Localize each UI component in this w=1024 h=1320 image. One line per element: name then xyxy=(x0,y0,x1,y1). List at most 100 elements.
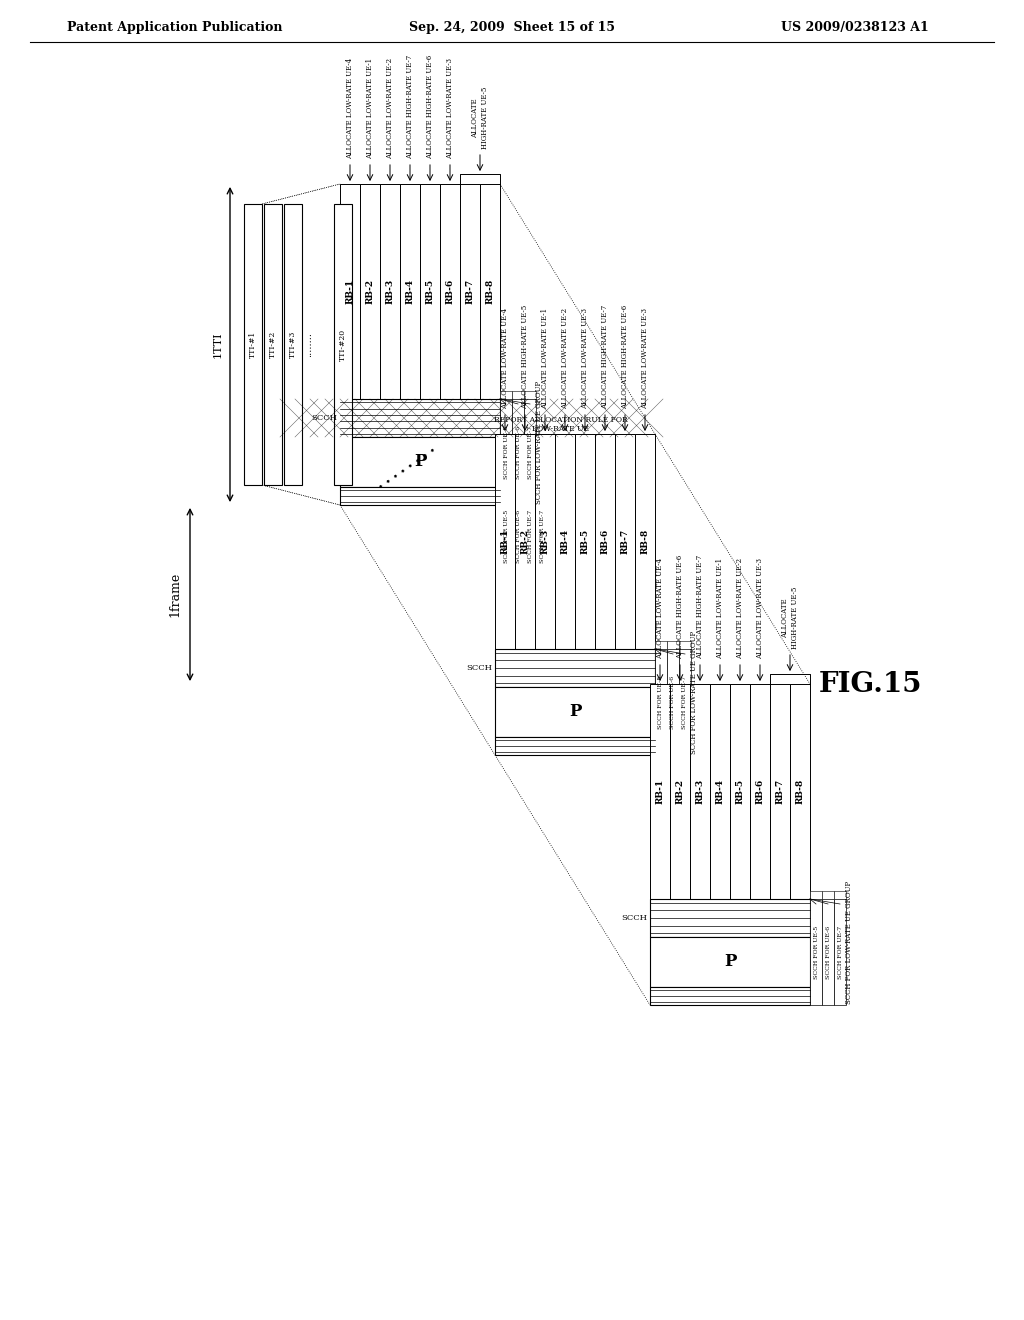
Text: TTI-#2: TTI-#2 xyxy=(269,331,278,358)
Text: RB-3: RB-3 xyxy=(695,779,705,804)
Text: RB-4: RB-4 xyxy=(406,279,415,304)
Bar xyxy=(575,434,595,649)
Text: 1frame: 1frame xyxy=(169,572,181,618)
Bar xyxy=(495,686,655,737)
Text: RB-7: RB-7 xyxy=(621,529,630,554)
Bar xyxy=(264,205,282,484)
Text: RB-1: RB-1 xyxy=(501,529,510,554)
Text: SCCH FOR UE-7: SCCH FOR UE-7 xyxy=(838,925,843,978)
Bar xyxy=(500,399,512,506)
Text: ALLOCATE LOW-RATE UE-3: ALLOCATE LOW-RATE UE-3 xyxy=(446,58,454,158)
Text: RB-1: RB-1 xyxy=(655,779,665,804)
Text: TTI-#3: TTI-#3 xyxy=(289,331,297,358)
Text: SCCH FOR UE-5: SCCH FOR UE-5 xyxy=(504,425,509,479)
Bar xyxy=(380,183,400,399)
Bar xyxy=(512,391,524,399)
Text: ALLOCATE LOW-RATE UE-3: ALLOCATE LOW-RATE UE-3 xyxy=(581,308,589,409)
Bar xyxy=(495,434,515,649)
Text: SCCH FOR LOW-RATE UE GROUP: SCCH FOR LOW-RATE UE GROUP xyxy=(535,380,543,503)
Bar xyxy=(615,434,635,649)
Bar xyxy=(340,437,500,487)
Text: ALLOCATE LOW-RATE UE-3: ALLOCATE LOW-RATE UE-3 xyxy=(641,308,649,409)
Bar xyxy=(555,434,575,649)
Bar xyxy=(822,891,834,899)
Text: RB-8: RB-8 xyxy=(485,279,495,304)
Text: RB-2: RB-2 xyxy=(520,529,529,554)
Bar xyxy=(340,183,360,399)
Text: SCCH FOR UE-6: SCCH FOR UE-6 xyxy=(825,925,830,978)
Bar xyxy=(284,205,302,484)
Bar xyxy=(340,399,500,437)
Bar xyxy=(679,649,691,755)
Text: RB-5: RB-5 xyxy=(735,779,744,804)
Text: REPORT ALLOCATION RULE FOR
LOW-RATE UE: REPORT ALLOCATION RULE FOR LOW-RATE UE xyxy=(495,416,628,433)
Bar xyxy=(635,434,655,649)
Text: SCCH FOR UE-6: SCCH FOR UE-6 xyxy=(515,510,520,564)
Bar xyxy=(595,434,615,649)
Bar xyxy=(650,684,670,899)
Bar xyxy=(440,183,460,399)
Text: SCCH FOR UE-7: SCCH FOR UE-7 xyxy=(527,425,532,479)
Text: FIG.15: FIG.15 xyxy=(818,672,922,698)
Text: RB-6: RB-6 xyxy=(756,779,765,804)
Bar xyxy=(500,391,512,399)
Bar xyxy=(730,684,750,899)
Text: ALLOCATE
HIGH-RATE UE-5: ALLOCATE HIGH-RATE UE-5 xyxy=(781,586,799,649)
Text: ALLOCATE LOW-RATE UE-2: ALLOCATE LOW-RATE UE-2 xyxy=(561,308,569,409)
Text: RB-4: RB-4 xyxy=(716,779,725,804)
Bar xyxy=(810,891,822,899)
Text: 1TTI: 1TTI xyxy=(213,331,223,358)
Text: SCCH FOR UE-5: SCCH FOR UE-5 xyxy=(813,925,818,978)
Bar xyxy=(667,642,679,649)
Text: RB-1: RB-1 xyxy=(345,279,354,304)
Text: ALLOCATE LOW-RATE UE-1: ALLOCATE LOW-RATE UE-1 xyxy=(716,558,724,659)
Text: SCCH: SCCH xyxy=(466,664,492,672)
Bar xyxy=(535,434,555,649)
Text: Sep. 24, 2009  Sheet 15 of 15: Sep. 24, 2009 Sheet 15 of 15 xyxy=(409,21,615,33)
Text: • • • • • • • •: • • • • • • • • xyxy=(377,446,438,492)
Text: ALLOCATE HIGH-RATE UE-7: ALLOCATE HIGH-RATE UE-7 xyxy=(696,554,705,659)
Bar xyxy=(655,642,667,649)
Text: ALLOCATE
HIGH-RATE UE-5: ALLOCATE HIGH-RATE UE-5 xyxy=(471,87,488,149)
Text: ALLOCATE HIGH-RATE UE-7: ALLOCATE HIGH-RATE UE-7 xyxy=(601,305,609,409)
Bar xyxy=(670,684,690,899)
Text: RB-7: RB-7 xyxy=(775,779,784,804)
Text: SCCH: SCCH xyxy=(311,414,337,422)
Bar xyxy=(495,737,655,755)
Text: Patent Application Publication: Patent Application Publication xyxy=(68,21,283,33)
Bar xyxy=(360,183,380,399)
Bar xyxy=(750,684,770,899)
Text: SCCH FOR UE-7: SCCH FOR UE-7 xyxy=(527,510,532,564)
Bar xyxy=(810,899,822,1005)
Bar xyxy=(690,684,710,899)
Bar xyxy=(655,649,667,755)
Bar xyxy=(524,399,536,506)
Text: ALLOCATE LOW-RATE UE-1: ALLOCATE LOW-RATE UE-1 xyxy=(366,58,374,158)
Text: ALLOCATE HIGH-RATE UE-5: ALLOCATE HIGH-RATE UE-5 xyxy=(521,305,529,409)
Text: RB-4: RB-4 xyxy=(560,529,569,554)
Bar xyxy=(770,684,790,899)
Text: RB-3: RB-3 xyxy=(541,529,550,554)
Text: ALLOCATE LOW-RATE UE-4: ALLOCATE LOW-RATE UE-4 xyxy=(501,308,509,409)
Text: RB-5: RB-5 xyxy=(581,529,590,554)
Text: P: P xyxy=(414,454,426,470)
Bar xyxy=(244,205,262,484)
Bar xyxy=(515,434,535,649)
Text: TTI-#1: TTI-#1 xyxy=(249,331,257,358)
Bar xyxy=(834,899,846,1005)
Text: RB-6: RB-6 xyxy=(445,279,455,304)
Text: SCCH FOR UE-5: SCCH FOR UE-5 xyxy=(658,676,664,729)
Text: RB-7: RB-7 xyxy=(466,279,474,304)
Text: ALLOCATE LOW-RATE UE-4: ALLOCATE LOW-RATE UE-4 xyxy=(346,58,354,158)
Text: SCCH FOR UE-7: SCCH FOR UE-7 xyxy=(683,676,687,729)
Text: SCCH FOR UE-5: SCCH FOR UE-5 xyxy=(504,510,509,564)
Bar xyxy=(834,891,846,899)
Text: ALLOCATE HIGH-RATE UE-6: ALLOCATE HIGH-RATE UE-6 xyxy=(676,554,684,659)
Text: ALLOCATE LOW-RATE UE-3: ALLOCATE LOW-RATE UE-3 xyxy=(756,558,764,659)
Text: P: P xyxy=(568,704,582,721)
Text: RB-5: RB-5 xyxy=(426,279,434,304)
Text: SCCH FOR UE-6: SCCH FOR UE-6 xyxy=(515,425,520,479)
Text: ALLOCATE HIGH-RATE UE-6: ALLOCATE HIGH-RATE UE-6 xyxy=(426,54,434,158)
Text: ........: ........ xyxy=(304,333,313,356)
Text: ALLOCATE LOW-RATE UE-1: ALLOCATE LOW-RATE UE-1 xyxy=(541,308,549,409)
